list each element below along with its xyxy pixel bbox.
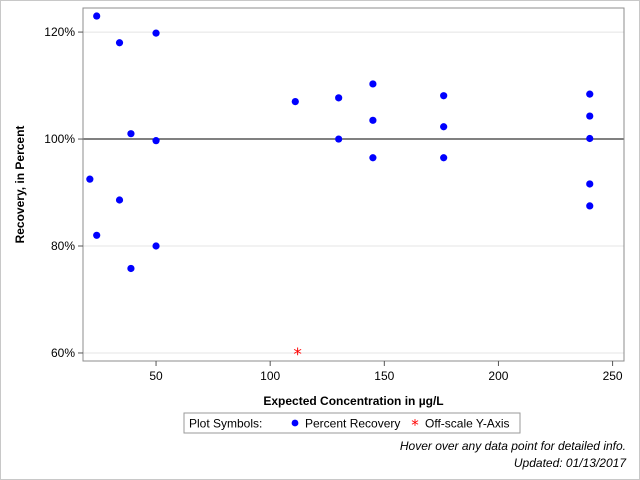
data-point[interactable]	[586, 180, 594, 188]
x-tick-label: 200	[488, 369, 508, 383]
data-point[interactable]	[440, 92, 448, 100]
data-point[interactable]	[369, 154, 377, 162]
y-tick-label: 120%	[44, 25, 75, 39]
plot-area	[82, 7, 625, 362]
legend-box	[183, 412, 521, 434]
data-point[interactable]	[440, 123, 448, 131]
off-scale-point[interactable]: *	[293, 345, 302, 365]
data-point[interactable]	[127, 130, 135, 138]
data-point[interactable]	[93, 12, 101, 20]
y-tick-label: 60%	[51, 346, 75, 360]
data-point[interactable]	[369, 116, 377, 124]
data-point[interactable]	[115, 196, 124, 204]
data-point[interactable]	[152, 137, 160, 145]
data-points: *	[86, 12, 594, 365]
legend-label-off-scale: Off-scale Y-Axis	[425, 417, 509, 431]
updated-note: Updated: 01/13/2017	[513, 456, 626, 470]
x-tick-label: 50	[149, 369, 163, 383]
data-point[interactable]	[127, 264, 135, 273]
legend: Plot Symbols: Percent Recovery * Off-sca…	[183, 412, 521, 434]
legend-title: Plot Symbols:	[189, 417, 262, 431]
data-point[interactable]	[93, 231, 101, 239]
hover-note: Hover over any data point for detailed i…	[399, 439, 626, 453]
y-axis-title: Recovery, in Percent	[13, 126, 27, 244]
axis-ticks: 60% 80% 100% 120% 50 100 150 200 250	[44, 25, 623, 383]
data-point[interactable]	[335, 94, 343, 102]
y-tick-label: 80%	[51, 239, 75, 253]
data-point[interactable]	[369, 80, 377, 88]
data-point[interactable]	[86, 175, 94, 183]
data-point[interactable]	[335, 135, 343, 143]
data-point[interactable]	[586, 202, 594, 210]
x-tick-label: 150	[374, 369, 394, 383]
legend-marker-off-scale: *	[411, 416, 419, 434]
grid-lines	[83, 31, 624, 354]
x-tick-label: 250	[603, 369, 623, 383]
data-point[interactable]	[586, 90, 594, 98]
data-point[interactable]	[291, 97, 299, 106]
data-point[interactable]	[152, 29, 160, 37]
x-tick-label: 100	[260, 369, 280, 383]
data-point[interactable]	[152, 242, 160, 250]
legend-marker-percent-recovery	[291, 419, 299, 427]
x-axis-title: Expected Concentration in µg/L	[263, 394, 443, 408]
data-point[interactable]	[115, 39, 124, 47]
data-point[interactable]	[440, 154, 448, 162]
y-tick-label: 100%	[44, 132, 75, 146]
legend-label-percent-recovery: Percent Recovery	[305, 417, 400, 431]
data-point[interactable]	[586, 112, 594, 120]
data-point[interactable]	[586, 134, 594, 143]
